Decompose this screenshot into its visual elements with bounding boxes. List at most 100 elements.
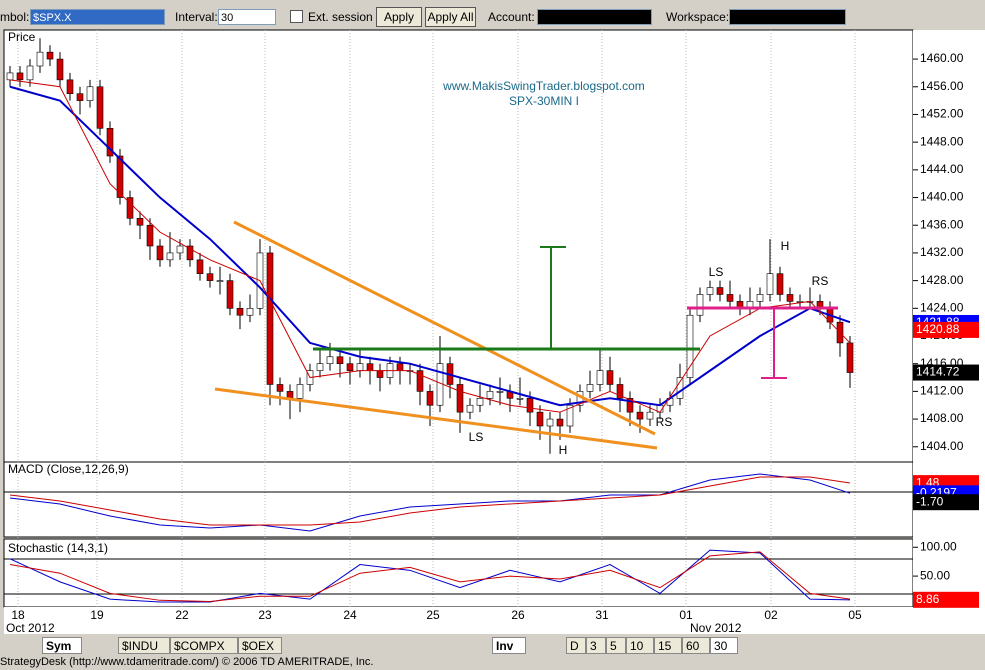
candle-body <box>526 398 534 413</box>
interval-select[interactable]: 30 <box>218 9 276 25</box>
x-tick-label: 23 <box>258 608 272 622</box>
x-tick-label: 26 <box>511 608 525 622</box>
x-axis: 18 19 22 23 24 25 26 31 01 02 05 Oct 201… <box>6 608 862 634</box>
interval-label: Interval: <box>175 10 218 24</box>
candle-body <box>776 273 784 295</box>
candle-body <box>376 370 384 378</box>
watermark: SPX-30MIN I <box>509 94 579 108</box>
candle-body <box>356 363 364 371</box>
candle-body <box>686 314 694 378</box>
x-tick-label: 19 <box>90 608 104 622</box>
x-axis-panel <box>4 607 985 634</box>
y-tick-label: 1444.00 <box>920 162 964 176</box>
apply-all-button[interactable]: Apply All <box>425 7 476 27</box>
tab[interactable]: $INDU <box>118 637 170 654</box>
candle-body <box>786 294 794 302</box>
candle-body <box>186 245 194 261</box>
ext-checkbox[interactable] <box>290 10 303 23</box>
x-tick-label: 01 <box>679 608 693 622</box>
candle-body <box>56 58 64 81</box>
annotation: H <box>559 443 568 457</box>
symbol-select[interactable]: $SPX.X <box>30 9 165 25</box>
candle-body <box>86 86 94 101</box>
watermark: www.MakisSwingTrader.blogspot.com <box>442 79 645 93</box>
candle-body <box>596 370 604 385</box>
candle-body <box>156 245 164 261</box>
annotation: RS <box>812 274 829 288</box>
candle-body <box>476 398 484 406</box>
y-tick-label: 50.00 <box>920 568 950 582</box>
candle-body <box>496 391 504 393</box>
y-tick-label: 1404.00 <box>920 439 964 453</box>
candle-body <box>676 377 684 399</box>
candle-body <box>396 363 404 371</box>
candle-body <box>36 51 44 67</box>
interval-tab[interactable]: 10 <box>626 637 654 654</box>
price-tag <box>913 494 979 511</box>
candle-body <box>586 384 594 392</box>
candle-body <box>516 398 524 400</box>
tab[interactable]: $OEX <box>238 637 282 654</box>
account-label: Account: <box>488 10 535 24</box>
candle-body <box>756 294 764 302</box>
indicator-line <box>9 551 851 602</box>
symbol-label: mbol: <box>0 10 30 24</box>
candle-body <box>26 65 34 81</box>
candle-body <box>646 411 654 420</box>
candle-body <box>466 404 474 413</box>
price-tag-label: 8.86 <box>916 592 940 606</box>
candle-body <box>226 280 234 309</box>
interval-tab[interactable]: 30 <box>710 637 738 654</box>
candle-body <box>136 218 144 226</box>
candle-body <box>96 86 104 129</box>
candle-body <box>426 391 434 406</box>
candle-body <box>486 391 494 399</box>
workspace-select[interactable] <box>729 9 846 25</box>
interval-tab[interactable]: 5 <box>606 637 626 654</box>
macd-title: MACD (Close,12,26,9) <box>8 462 129 476</box>
price-title: Price <box>8 30 36 44</box>
tab[interactable]: Sym <box>42 637 82 654</box>
interval-tab[interactable]: 15 <box>654 637 682 654</box>
x-tick-label: 18 <box>11 608 25 622</box>
candle-body <box>626 398 634 413</box>
tab[interactable]: $COMPX <box>170 637 238 654</box>
candle-body <box>216 280 224 282</box>
apply-button[interactable]: Apply <box>376 7 422 27</box>
month-label: Nov 2012 <box>690 621 742 634</box>
status-bar: StrategyDesk (http://www.tdameritrade.co… <box>0 656 374 668</box>
day-separators <box>17 30 856 607</box>
chart: Price www.MakisSwingTrader.blogspot.com … <box>3 29 985 634</box>
workspace-label: Workspace: <box>666 10 730 24</box>
candle-body <box>236 308 244 316</box>
y-tick-label: 1424.00 <box>920 300 964 314</box>
candle-body <box>416 370 424 392</box>
annotation: LS <box>469 430 484 444</box>
month-label: Oct 2012 <box>6 621 55 634</box>
y-tick-label: 100.00 <box>920 539 957 553</box>
candle-body <box>536 411 544 427</box>
annotation: H <box>781 239 790 253</box>
indicator-line <box>9 85 851 407</box>
y-tick-label: 1412.00 <box>920 384 964 398</box>
ext-label: Ext. session <box>308 10 373 24</box>
interval-tab[interactable]: 3 <box>586 637 606 654</box>
candle-body <box>606 370 614 385</box>
indicator-line <box>9 476 851 526</box>
candle-body <box>616 384 624 399</box>
interval-tab[interactable]: 60 <box>682 637 710 654</box>
y-tick-label: 1452.00 <box>920 107 964 121</box>
y-tick-label: 1456.00 <box>920 79 964 93</box>
candle-body <box>206 273 214 281</box>
candle-body <box>566 404 574 427</box>
price-tag <box>913 321 979 338</box>
interval-tab[interactable]: D <box>566 637 586 654</box>
candle-body <box>126 197 134 219</box>
account-select[interactable] <box>537 9 652 25</box>
interval-tab[interactable]: Inv <box>492 637 526 654</box>
x-tick-label: 22 <box>175 608 189 622</box>
x-tick-label: 25 <box>426 608 440 622</box>
candle-body <box>276 384 284 392</box>
drawings <box>214 220 838 450</box>
